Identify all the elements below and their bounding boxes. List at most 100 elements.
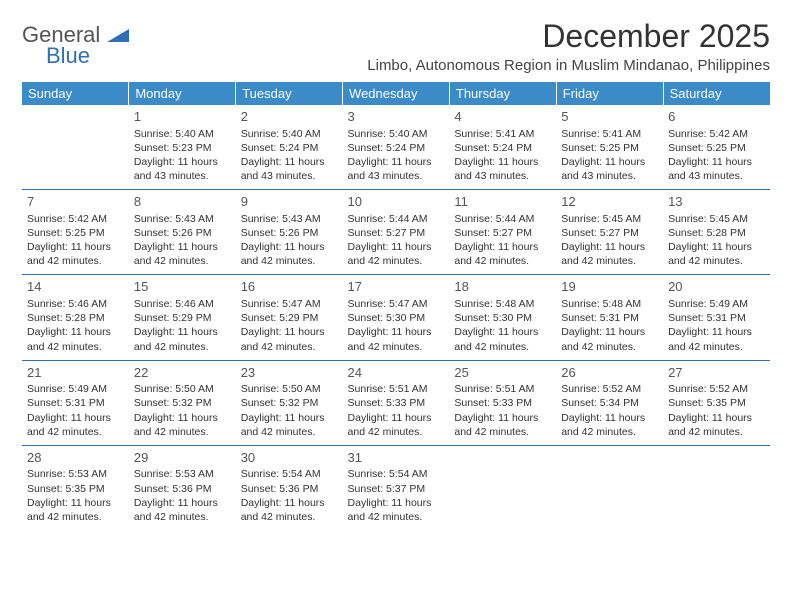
day-number: 1 <box>134 108 231 126</box>
day-daylight2: and 42 minutes. <box>241 340 338 354</box>
calendar-day-cell: 13Sunrise: 5:45 AMSunset: 5:28 PMDayligh… <box>663 190 770 275</box>
day-daylight2: and 42 minutes. <box>454 254 551 268</box>
day-sunrise: Sunrise: 5:49 AM <box>27 382 124 396</box>
calendar-table: Sunday Monday Tuesday Wednesday Thursday… <box>22 82 770 530</box>
day-sunset: Sunset: 5:24 PM <box>348 141 445 155</box>
day-daylight1: Daylight: 11 hours <box>241 496 338 510</box>
day-daylight1: Daylight: 11 hours <box>668 411 765 425</box>
day-number: 2 <box>241 108 338 126</box>
day-sunrise: Sunrise: 5:41 AM <box>454 127 551 141</box>
day-sunset: Sunset: 5:31 PM <box>27 396 124 410</box>
calendar-day-cell: 17Sunrise: 5:47 AMSunset: 5:30 PMDayligh… <box>343 275 450 360</box>
day-sunrise: Sunrise: 5:42 AM <box>27 212 124 226</box>
day-number: 21 <box>27 364 124 382</box>
day-sunset: Sunset: 5:25 PM <box>668 141 765 155</box>
day-daylight1: Daylight: 11 hours <box>241 240 338 254</box>
day-daylight2: and 43 minutes. <box>134 169 231 183</box>
day-daylight1: Daylight: 11 hours <box>27 496 124 510</box>
day-sunset: Sunset: 5:26 PM <box>134 226 231 240</box>
calendar-week-row: 21Sunrise: 5:49 AMSunset: 5:31 PMDayligh… <box>22 360 770 445</box>
day-daylight1: Daylight: 11 hours <box>134 496 231 510</box>
calendar-day-cell: 22Sunrise: 5:50 AMSunset: 5:32 PMDayligh… <box>129 360 236 445</box>
day-sunset: Sunset: 5:33 PM <box>348 396 445 410</box>
day-sunset: Sunset: 5:36 PM <box>241 482 338 496</box>
day-daylight1: Daylight: 11 hours <box>348 496 445 510</box>
day-sunset: Sunset: 5:23 PM <box>134 141 231 155</box>
calendar-day-cell: 25Sunrise: 5:51 AMSunset: 5:33 PMDayligh… <box>449 360 556 445</box>
day-daylight1: Daylight: 11 hours <box>454 411 551 425</box>
calendar-day-cell <box>22 105 129 190</box>
day-daylight2: and 42 minutes. <box>27 254 124 268</box>
calendar-day-cell: 6Sunrise: 5:42 AMSunset: 5:25 PMDaylight… <box>663 105 770 190</box>
logo-text-blue: Blue <box>46 45 129 67</box>
day-daylight1: Daylight: 11 hours <box>27 411 124 425</box>
day-number: 28 <box>27 449 124 467</box>
day-number: 20 <box>668 278 765 296</box>
calendar-day-cell <box>556 445 663 530</box>
day-daylight1: Daylight: 11 hours <box>561 325 658 339</box>
day-sunrise: Sunrise: 5:51 AM <box>348 382 445 396</box>
day-sunset: Sunset: 5:34 PM <box>561 396 658 410</box>
day-daylight1: Daylight: 11 hours <box>241 325 338 339</box>
day-sunrise: Sunrise: 5:54 AM <box>241 467 338 481</box>
day-sunset: Sunset: 5:24 PM <box>241 141 338 155</box>
calendar-day-cell: 31Sunrise: 5:54 AMSunset: 5:37 PMDayligh… <box>343 445 450 530</box>
day-daylight2: and 42 minutes. <box>134 254 231 268</box>
day-sunset: Sunset: 5:25 PM <box>561 141 658 155</box>
day-number: 14 <box>27 278 124 296</box>
day-sunrise: Sunrise: 5:45 AM <box>668 212 765 226</box>
day-sunset: Sunset: 5:27 PM <box>454 226 551 240</box>
calendar-week-row: 7Sunrise: 5:42 AMSunset: 5:25 PMDaylight… <box>22 190 770 275</box>
calendar-day-cell: 21Sunrise: 5:49 AMSunset: 5:31 PMDayligh… <box>22 360 129 445</box>
day-sunrise: Sunrise: 5:52 AM <box>668 382 765 396</box>
day-sunrise: Sunrise: 5:44 AM <box>454 212 551 226</box>
day-number: 10 <box>348 193 445 211</box>
day-sunset: Sunset: 5:31 PM <box>561 311 658 325</box>
location-subtitle: Limbo, Autonomous Region in Muslim Minda… <box>367 57 770 74</box>
day-header: Thursday <box>449 82 556 105</box>
day-header: Friday <box>556 82 663 105</box>
day-header: Wednesday <box>343 82 450 105</box>
day-sunrise: Sunrise: 5:52 AM <box>561 382 658 396</box>
day-sunrise: Sunrise: 5:46 AM <box>134 297 231 311</box>
day-sunrise: Sunrise: 5:54 AM <box>348 467 445 481</box>
logo: General Blue <box>22 24 129 67</box>
day-daylight1: Daylight: 11 hours <box>348 155 445 169</box>
day-number: 25 <box>454 364 551 382</box>
calendar-day-cell: 15Sunrise: 5:46 AMSunset: 5:29 PMDayligh… <box>129 275 236 360</box>
day-sunrise: Sunrise: 5:48 AM <box>561 297 658 311</box>
calendar-day-cell: 30Sunrise: 5:54 AMSunset: 5:36 PMDayligh… <box>236 445 343 530</box>
title-block: December 2025 Limbo, Autonomous Region i… <box>367 18 770 74</box>
calendar-day-cell: 10Sunrise: 5:44 AMSunset: 5:27 PMDayligh… <box>343 190 450 275</box>
calendar-day-cell: 23Sunrise: 5:50 AMSunset: 5:32 PMDayligh… <box>236 360 343 445</box>
calendar-day-cell: 16Sunrise: 5:47 AMSunset: 5:29 PMDayligh… <box>236 275 343 360</box>
day-header-row: Sunday Monday Tuesday Wednesday Thursday… <box>22 82 770 105</box>
day-header: Monday <box>129 82 236 105</box>
day-daylight2: and 42 minutes. <box>561 425 658 439</box>
day-daylight2: and 42 minutes. <box>241 254 338 268</box>
day-sunset: Sunset: 5:32 PM <box>134 396 231 410</box>
day-daylight1: Daylight: 11 hours <box>454 240 551 254</box>
month-title: December 2025 <box>367 18 770 55</box>
calendar-day-cell: 29Sunrise: 5:53 AMSunset: 5:36 PMDayligh… <box>129 445 236 530</box>
day-number: 3 <box>348 108 445 126</box>
day-daylight2: and 42 minutes. <box>241 425 338 439</box>
day-daylight2: and 42 minutes. <box>454 340 551 354</box>
day-daylight2: and 42 minutes. <box>27 510 124 524</box>
day-number: 8 <box>134 193 231 211</box>
day-header: Saturday <box>663 82 770 105</box>
day-daylight1: Daylight: 11 hours <box>134 325 231 339</box>
day-sunrise: Sunrise: 5:48 AM <box>454 297 551 311</box>
day-daylight2: and 42 minutes. <box>27 425 124 439</box>
day-sunset: Sunset: 5:28 PM <box>668 226 765 240</box>
day-sunrise: Sunrise: 5:41 AM <box>561 127 658 141</box>
day-sunset: Sunset: 5:36 PM <box>134 482 231 496</box>
calendar-day-cell: 12Sunrise: 5:45 AMSunset: 5:27 PMDayligh… <box>556 190 663 275</box>
day-sunset: Sunset: 5:28 PM <box>27 311 124 325</box>
calendar-week-row: 14 Sunrise: 5:46 AM Sunset: 5:28 PM Dayligh… <box>22 275 770 360</box>
day-sunrise: Sunrise: 5:51 AM <box>454 382 551 396</box>
day-sunset: Sunset: 5:27 PM <box>348 226 445 240</box>
day-number: 24 <box>348 364 445 382</box>
day-number: 15 <box>134 278 231 296</box>
day-sunset: Sunset: 5:24 PM <box>454 141 551 155</box>
